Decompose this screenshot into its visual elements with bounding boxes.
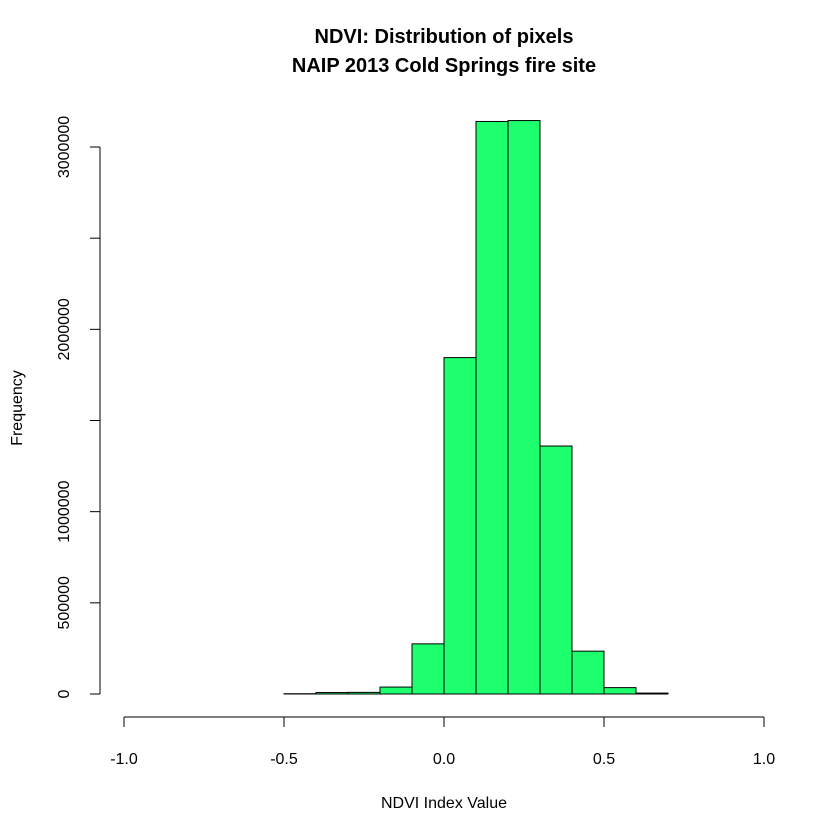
histogram-bar — [571, 650, 605, 695]
y-tick-label: 3000000 — [56, 116, 73, 178]
histogram-bar — [539, 445, 573, 695]
x-tick-label: -1.0 — [110, 751, 138, 768]
x-axis-label: NDVI Index Value — [381, 795, 507, 812]
y-tick-label: 2000000 — [56, 298, 73, 360]
histogram-bar — [379, 686, 413, 695]
x-tick-label: 0.0 — [433, 751, 455, 768]
chart-subtitle: NAIP 2013 Cold Springs fire site — [292, 55, 596, 77]
y-tick-label: 1000000 — [56, 480, 73, 542]
bars-group — [283, 120, 669, 695]
histogram-bar — [475, 120, 509, 695]
histogram-bar — [347, 691, 381, 695]
histogram-bar — [411, 643, 445, 695]
x-tick-label: 0.5 — [593, 751, 615, 768]
histogram-bar — [603, 687, 637, 695]
histogram-bar — [443, 357, 477, 695]
histogram-bar — [507, 120, 541, 695]
chart-title: NDVI: Distribution of pixels — [315, 26, 574, 48]
x-tick-label: 1.0 — [753, 751, 775, 768]
x-tick-label: -0.5 — [270, 751, 298, 768]
y-tick-label: 500000 — [56, 576, 73, 629]
x-axis: -1.0 -0.5 0.0 0.5 1.0 — [110, 716, 775, 768]
histogram-bar — [315, 692, 349, 695]
y-axis: 0 500000 1000000 2000000 3000000 — [56, 116, 101, 698]
y-tick-label: 0 — [56, 689, 73, 698]
histogram-bar — [635, 692, 669, 695]
y-axis-label: Frequency — [9, 370, 26, 446]
